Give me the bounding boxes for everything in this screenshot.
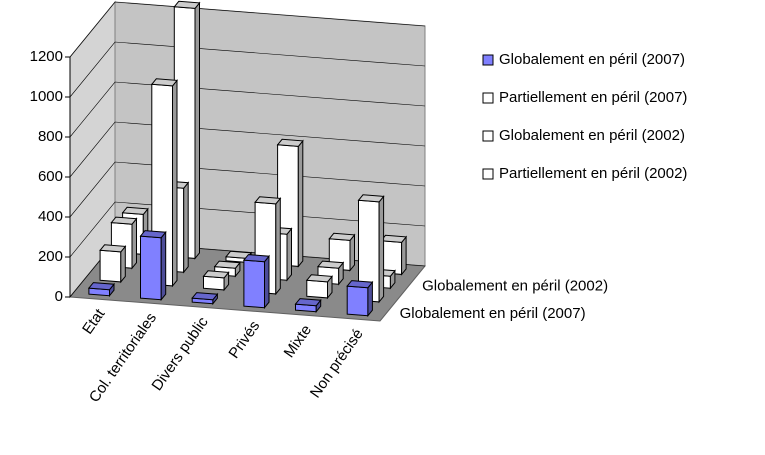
- bar-side: [378, 194, 385, 304]
- legend-swatch: [482, 54, 494, 66]
- x-tick-label: Non précisé: [307, 326, 367, 401]
- bar-top: [225, 250, 253, 259]
- bar-side: [131, 217, 137, 270]
- y-tick-label: 0: [55, 288, 63, 305]
- legend-label: Partiellement en péril (2007): [499, 89, 687, 106]
- bar-front: [306, 279, 328, 299]
- bar-top: [357, 194, 385, 203]
- bar-top: [328, 232, 356, 241]
- bar-top: [150, 78, 178, 87]
- bar: [380, 234, 408, 276]
- bar-top: [254, 196, 282, 205]
- y-tick-label: 600: [38, 168, 63, 185]
- y-tick-label: 1000: [30, 88, 63, 105]
- grid-line: [69, 1, 426, 58]
- grid-line: [69, 41, 426, 98]
- legend-swatch: [482, 168, 494, 180]
- x-tick-label: Mixte: [281, 322, 315, 361]
- depth-label: Globalement en péril (2002): [422, 278, 608, 295]
- bar-front: [140, 235, 162, 301]
- grid-line: [69, 201, 426, 258]
- bar-side: [194, 1, 200, 260]
- bar: [294, 298, 322, 314]
- y-tick-label: 200: [38, 248, 63, 265]
- bar: [346, 280, 374, 318]
- grid-line: [69, 121, 426, 178]
- bar-side: [275, 196, 281, 296]
- bar: [191, 292, 219, 306]
- bar-top: [317, 260, 345, 269]
- bar-side: [286, 227, 292, 282]
- bar-side: [401, 235, 407, 276]
- bar-top: [294, 298, 322, 307]
- bar-front: [346, 285, 369, 317]
- bar-top: [99, 244, 127, 253]
- bar-side: [264, 254, 270, 310]
- legend-swatch: [482, 130, 494, 142]
- bar-top: [173, 0, 201, 9]
- bar: [202, 270, 230, 292]
- bar-top: [121, 206, 149, 215]
- bar-side: [183, 181, 189, 274]
- bar-side: [160, 230, 167, 302]
- y-tick-label: 1200: [30, 48, 63, 65]
- grid-line: [69, 161, 426, 218]
- bar-top: [276, 138, 304, 147]
- legend-label: Partiellement en péril (2002): [499, 165, 687, 182]
- bar: [139, 230, 167, 302]
- bar-top: [139, 230, 167, 239]
- x-tick-label: Privés: [226, 318, 264, 362]
- bar-top: [346, 280, 374, 289]
- bar-front: [203, 275, 225, 291]
- legend-swatch: [482, 92, 494, 104]
- bar-top: [242, 254, 270, 263]
- bar-top: [202, 270, 230, 279]
- bar: [305, 274, 333, 300]
- x-tick-label: Etat: [79, 305, 109, 337]
- legend-label: Globalement en péril (2007): [499, 51, 685, 68]
- bar-top: [380, 234, 408, 243]
- grid-line: [69, 81, 426, 138]
- bar-top: [110, 216, 138, 225]
- x-tick-label: Divers public: [149, 313, 212, 393]
- bar-side: [297, 139, 304, 268]
- bar-top: [191, 292, 219, 301]
- legend-label: Globalement en péril (2002): [499, 127, 685, 144]
- bar: [99, 244, 127, 284]
- bar-top: [213, 260, 241, 269]
- depth-label: Globalement en péril (2007): [400, 305, 586, 322]
- bar: [357, 194, 385, 304]
- bar: [242, 254, 270, 310]
- bar-front: [243, 259, 265, 309]
- bar: [87, 282, 115, 298]
- bar-front: [99, 249, 122, 283]
- bar-side: [172, 78, 178, 288]
- bar-top: [87, 282, 115, 291]
- y-tick-label: 400: [38, 208, 63, 225]
- y-tick-label: 800: [38, 128, 63, 145]
- bar-top: [305, 274, 333, 283]
